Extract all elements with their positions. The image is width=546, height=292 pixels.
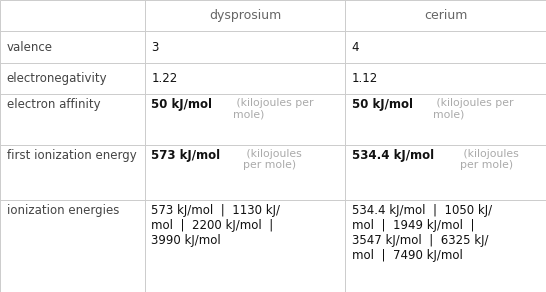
- Text: 1.12: 1.12: [352, 72, 378, 85]
- Text: (kilojoules
per mole): (kilojoules per mole): [460, 149, 519, 170]
- Text: 50 kJ/mol: 50 kJ/mol: [151, 98, 212, 111]
- Text: 1.22: 1.22: [151, 72, 177, 85]
- Text: valence: valence: [7, 41, 52, 54]
- Text: electronegativity: electronegativity: [7, 72, 107, 85]
- Text: first ionization energy: first ionization energy: [7, 149, 136, 162]
- Text: 573 kJ/mol  |  1130 kJ/
mol  |  2200 kJ/mol  |
3990 kJ/mol: 573 kJ/mol | 1130 kJ/ mol | 2200 kJ/mol …: [151, 204, 280, 247]
- Text: (kilojoules
per mole): (kilojoules per mole): [243, 149, 302, 170]
- Text: dysprosium: dysprosium: [209, 9, 281, 22]
- Text: 534.4 kJ/mol: 534.4 kJ/mol: [352, 149, 434, 162]
- Text: electron affinity: electron affinity: [7, 98, 100, 111]
- Text: 534.4 kJ/mol  |  1050 kJ/
mol  |  1949 kJ/mol  |
3547 kJ/mol  |  6325 kJ/
mol  |: 534.4 kJ/mol | 1050 kJ/ mol | 1949 kJ/mo…: [352, 204, 492, 262]
- Text: ionization energies: ionization energies: [7, 204, 119, 217]
- Text: 50 kJ/mol: 50 kJ/mol: [352, 98, 413, 111]
- Text: cerium: cerium: [424, 9, 467, 22]
- Text: 573 kJ/mol: 573 kJ/mol: [151, 149, 221, 162]
- Text: (kilojoules per
mole): (kilojoules per mole): [233, 98, 313, 119]
- Text: 3: 3: [151, 41, 159, 54]
- Text: 4: 4: [352, 41, 359, 54]
- Text: (kilojoules per
mole): (kilojoules per mole): [433, 98, 514, 119]
